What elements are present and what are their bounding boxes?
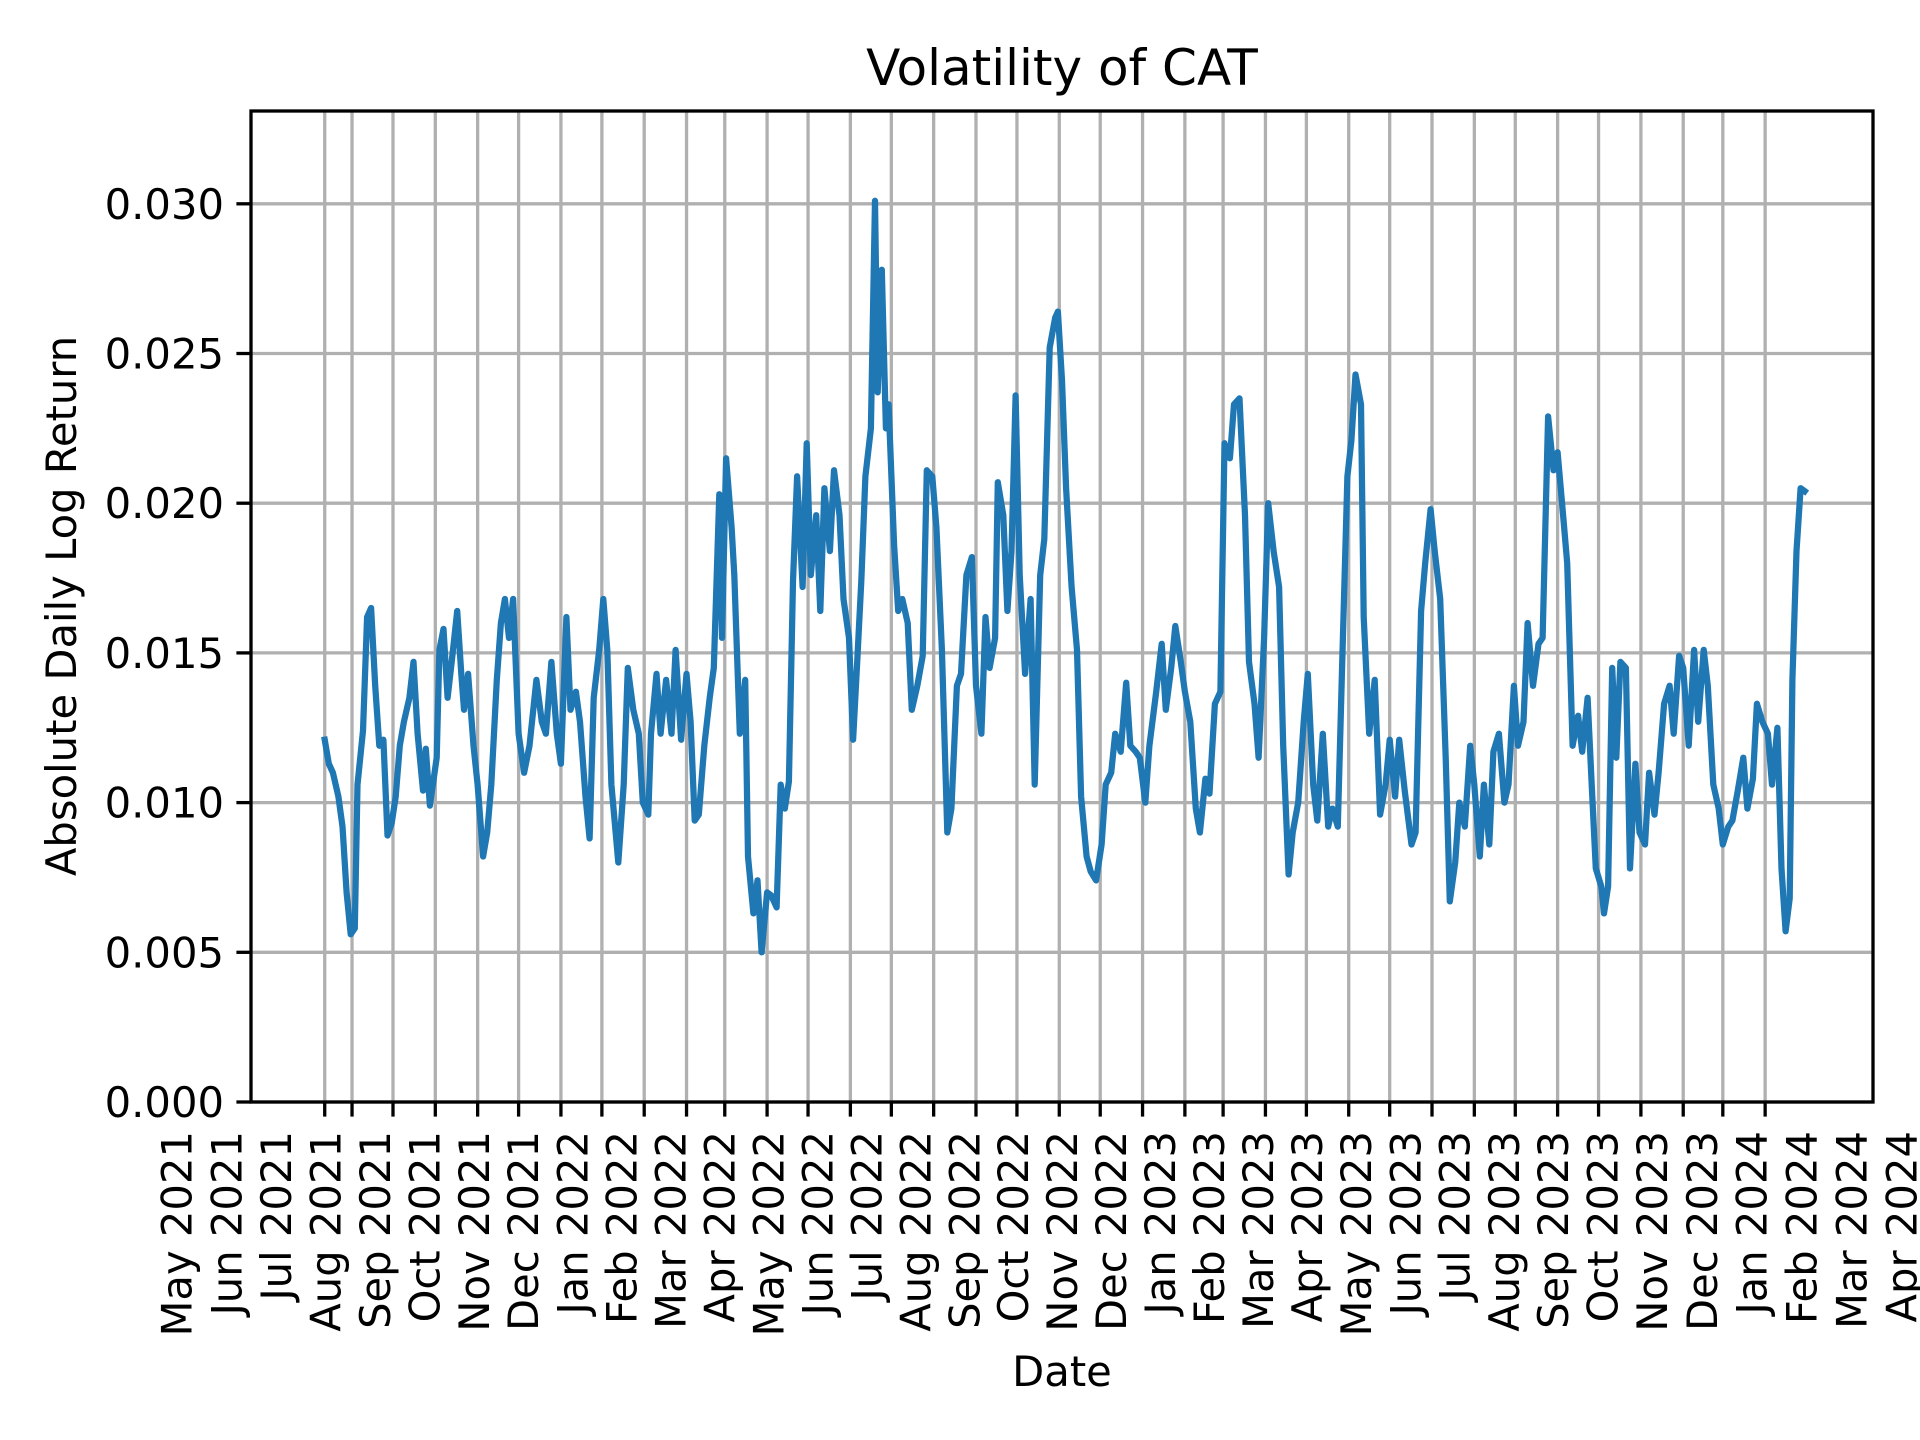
x-tick-label: Mar 2024 [1827, 1131, 1876, 1329]
y-axis-ticks: 0.000 0.005 0.010 0.015 0.020 0.025 0.030 [105, 180, 251, 1127]
x-tick-label: May 2022 [745, 1131, 794, 1337]
grid-lines [251, 111, 1873, 1104]
x-tick-label: Feb 2024 [1777, 1131, 1826, 1324]
x-tick-label: Jul 2021 [252, 1131, 301, 1304]
x-tick-label: Aug 2021 [302, 1131, 351, 1332]
x-tick-label: Dec 2022 [1087, 1131, 1136, 1331]
x-tick-label: Sep 2023 [1529, 1131, 1578, 1329]
x-tick-label: Apr 2024 [1877, 1131, 1920, 1322]
x-tick-label: Dec 2023 [1678, 1131, 1727, 1331]
x-tick-label: Nov 2023 [1628, 1131, 1677, 1332]
x-tick-label: Aug 2023 [1480, 1131, 1529, 1332]
x-axis-label: Date [1012, 1347, 1112, 1396]
x-tick-label: Nov 2022 [1038, 1131, 1087, 1332]
y-tick-label: 0.005 [105, 928, 224, 977]
y-tick-label: 0.030 [105, 180, 224, 229]
x-tick-label: Nov 2021 [450, 1131, 499, 1332]
y-tick-label: 0.000 [105, 1078, 224, 1127]
x-tick-label: Jul 2022 [843, 1131, 892, 1304]
x-tick-label: Dec 2021 [499, 1131, 548, 1331]
x-tick-label: Jan 2024 [1728, 1131, 1777, 1318]
y-tick-label: 0.025 [105, 330, 224, 379]
x-tick-label: Jan 2023 [1136, 1131, 1185, 1318]
x-tick-label: May 2023 [1332, 1131, 1381, 1337]
x-tick-label: Mar 2023 [1234, 1131, 1283, 1329]
x-tick-label: Feb 2022 [598, 1131, 647, 1324]
x-tick-label: Apr 2022 [696, 1131, 745, 1322]
x-tick-label: Mar 2022 [647, 1131, 696, 1329]
x-tick-label: Jan 2022 [548, 1131, 597, 1318]
series-layer [321, 197, 1810, 956]
x-tick-label: May 2021 [153, 1131, 202, 1337]
x-tick-label: Jul 2023 [1431, 1131, 1480, 1304]
y-tick-label: 0.015 [105, 629, 224, 678]
x-tick-label: Apr 2023 [1283, 1131, 1332, 1322]
x-tick-label: Oct 2021 [401, 1131, 450, 1322]
chart-title: Volatility of CAT [866, 39, 1258, 97]
x-axis-ticks: May 2021 Jun 2021 Jul 2021 Aug 2021 Sep 2021… [153, 1102, 1920, 1337]
x-tick-label: Aug 2022 [891, 1131, 940, 1332]
x-tick-label: Oct 2022 [989, 1131, 1038, 1322]
x-tick-label: Jun 2021 [202, 1131, 251, 1318]
axes-frame [249, 109, 1875, 1104]
x-tick-label: Jun 2022 [794, 1131, 843, 1318]
x-tick-label: Sep 2021 [351, 1131, 400, 1329]
y-tick-label: 0.020 [105, 479, 224, 528]
x-tick-label: Oct 2023 [1579, 1131, 1628, 1322]
y-axis-label: Absolute Daily Log Return [37, 336, 86, 876]
x-tick-label: Feb 2023 [1185, 1131, 1234, 1324]
x-tick-label: Jun 2023 [1381, 1131, 1430, 1318]
y-tick-label: 0.010 [105, 779, 224, 828]
x-tick-label: Sep 2022 [940, 1131, 989, 1329]
